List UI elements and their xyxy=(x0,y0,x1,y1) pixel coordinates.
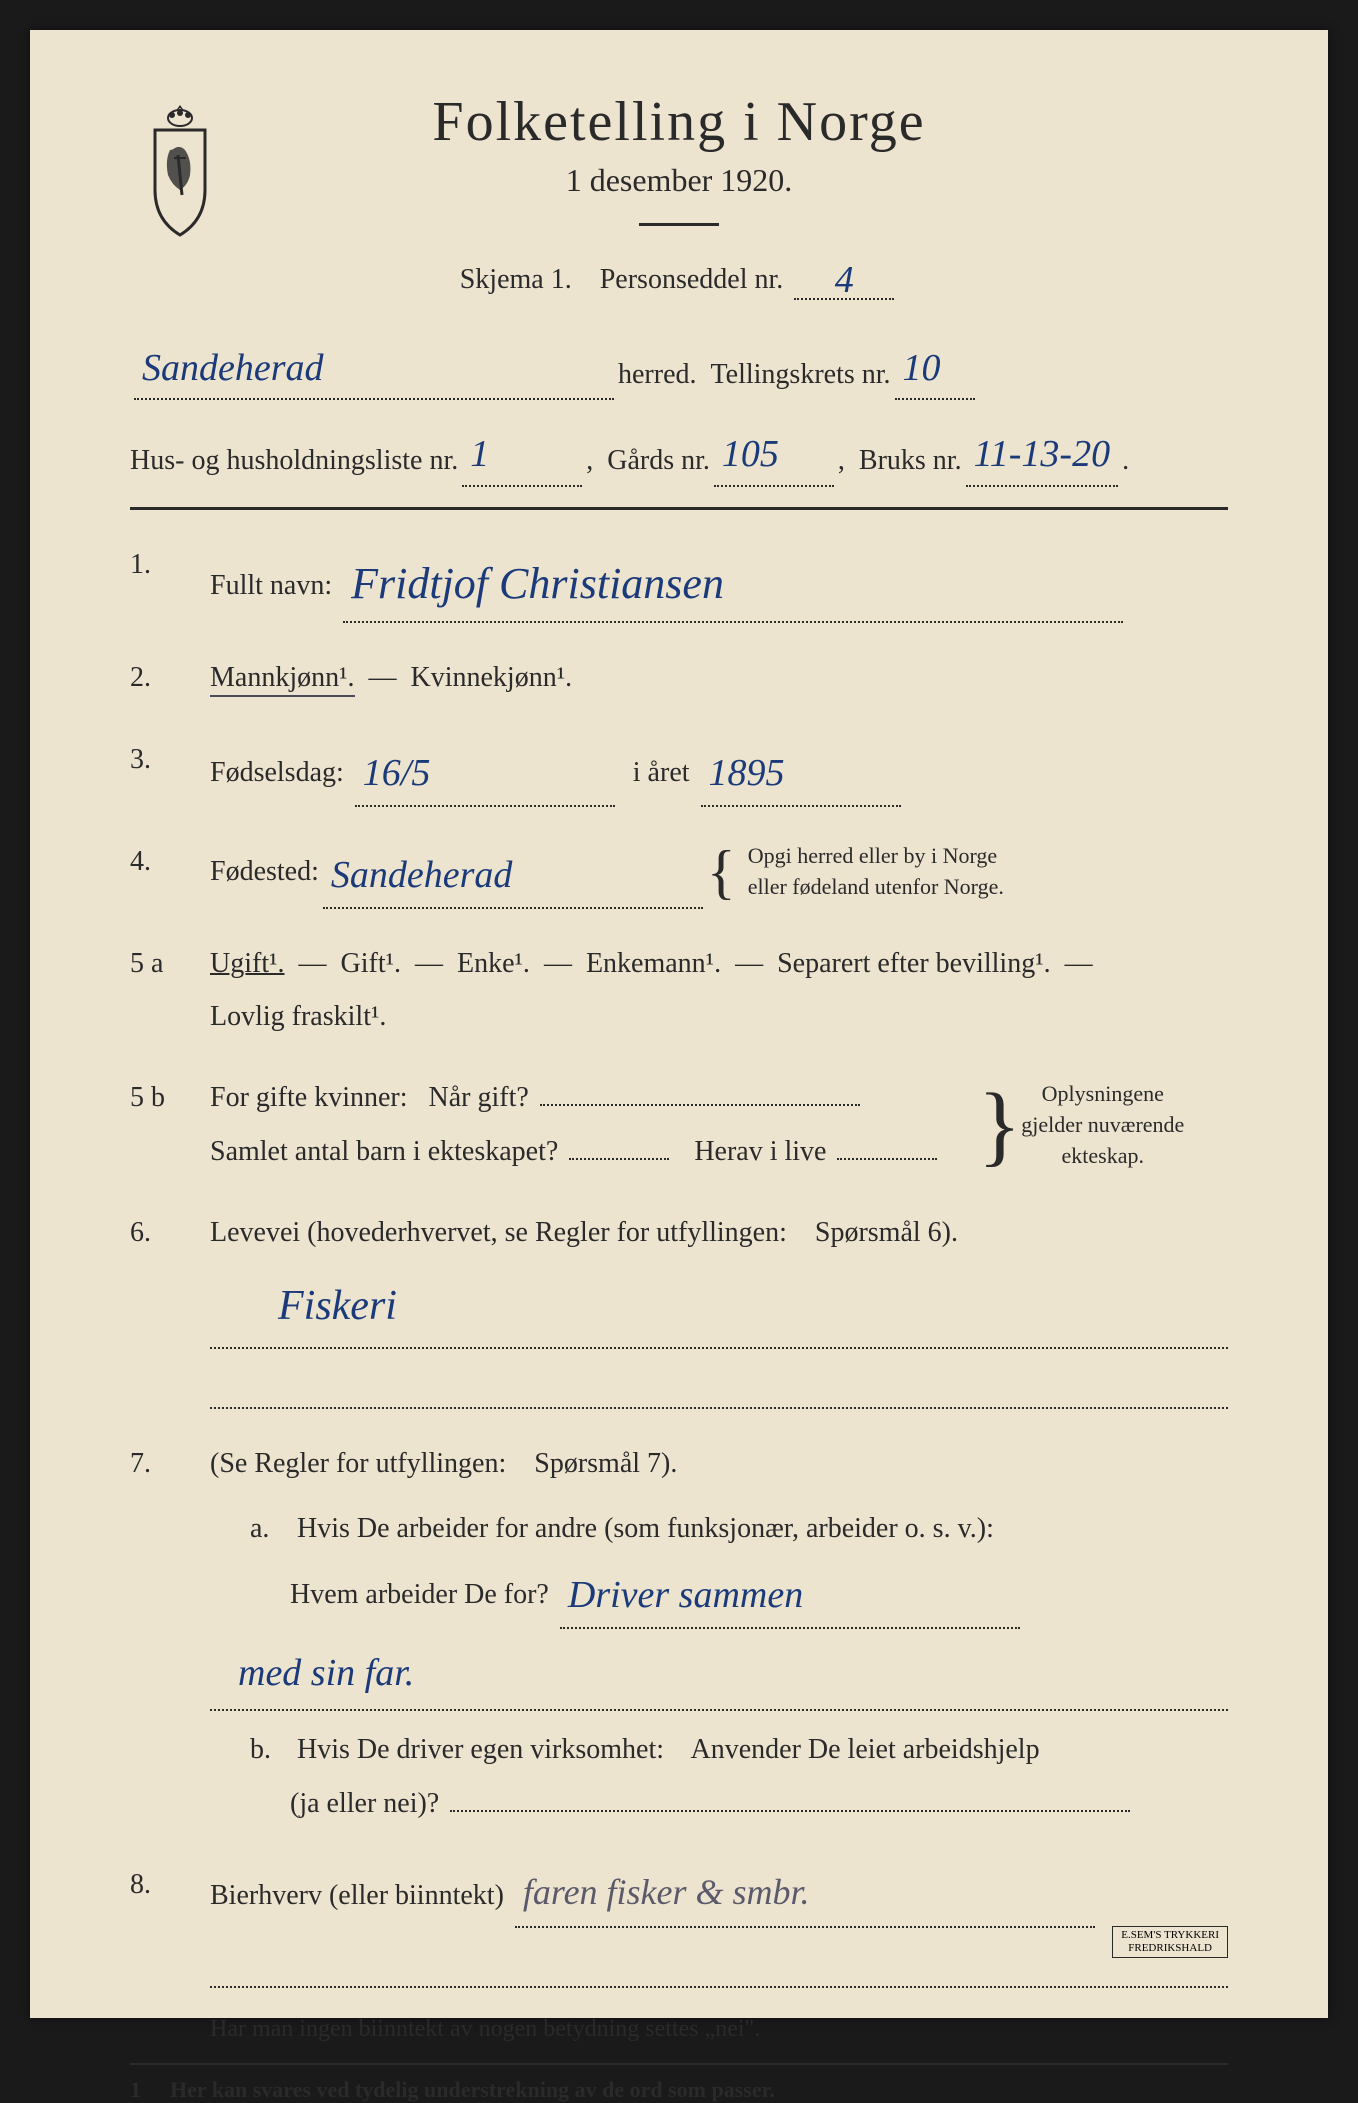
q5b-note-line1: Oplysningene xyxy=(1042,1081,1164,1106)
q2-separator: — xyxy=(369,662,397,693)
q6-label2: Spørsmål 6). xyxy=(815,1217,958,1248)
printer-stamp: E.SEM'S TRYKKERI FREDRIKSHALD xyxy=(1112,1926,1228,1958)
district-label: Tellingskrets nr. xyxy=(711,350,891,400)
question-5a: 5 a Ugift¹. — Gift¹. — Enke¹. — Enkemann… xyxy=(130,937,1228,1043)
question-7: 7. (Se Regler for utfyllingen: Spørsmål … xyxy=(130,1437,1228,1830)
form-header-line: Skjema 1. Personseddel nr. 4 xyxy=(130,254,1228,300)
document-header: Folketelling i Norge 1 desember 1920. Sk… xyxy=(130,90,1228,300)
q6-number: 6. xyxy=(130,1206,210,1409)
census-form-document: Folketelling i Norge 1 desember 1920. Sk… xyxy=(30,30,1328,2018)
q5a-opt6: Lovlig fraskilt¹. xyxy=(210,1001,386,1032)
q4-number: 4. xyxy=(130,835,210,909)
q3-label: Fødselsdag: xyxy=(210,757,344,788)
footer-note: Har man ingen biinntekt av nogen betydni… xyxy=(210,2016,1228,2043)
q7-label: (Se Regler for utfyllingen: xyxy=(210,1448,506,1479)
question-2: 2. Mannkjønn¹. — Kvinnekjønn¹. xyxy=(130,651,1228,704)
question-4: 4. Fødested: Sandeherad { Opgi herred el… xyxy=(130,835,1228,909)
q5a-opt4: Enkemann¹. xyxy=(586,948,721,979)
q7b-letter: b. xyxy=(250,1723,290,1776)
q6-label: Levevei (hovederhvervet, se Regler for u… xyxy=(210,1217,787,1248)
q7a-value-line2: med sin far. xyxy=(238,1652,414,1694)
q7-number: 7. xyxy=(130,1437,210,1830)
q4-note-line2: eller fødeland utenfor Norge. xyxy=(748,874,1004,899)
q7a-q: Hvem arbeider De for? xyxy=(290,1579,549,1610)
herred-value: Sandeherad xyxy=(142,347,324,389)
use-number-value: 11-13-20 xyxy=(974,433,1111,475)
slip-label: Personseddel nr. xyxy=(600,264,784,295)
q3-year-value: 1895 xyxy=(709,752,785,794)
farm-label: Gårds nr. xyxy=(607,436,710,486)
q5b-line1-q: Når gift? xyxy=(429,1082,529,1113)
q4-value: Sandeherad xyxy=(331,854,513,896)
question-5b: 5 b For gifte kvinner: Når gift? Samlet … xyxy=(130,1071,1228,1177)
q7a: a. Hvis De arbeider for andre (som funks… xyxy=(250,1502,1228,1712)
footnote-mark: 1 xyxy=(130,2077,170,2103)
use-label: Bruks nr. xyxy=(859,436,962,486)
herred-label: herred. xyxy=(618,350,697,400)
q3-day-value: 16/5 xyxy=(363,752,431,794)
q2-male-option: Mannkjønn¹. xyxy=(210,662,355,697)
q7a-letter: a. xyxy=(250,1502,290,1555)
q7-label2: Spørsmål 7). xyxy=(534,1448,677,1479)
q4-label: Fødested: xyxy=(210,845,319,898)
q7a-text: Hvis De arbeider for andre (som funksjon… xyxy=(297,1513,994,1544)
question-3: 3. Fødselsdag: 16/5 i året 1895 xyxy=(130,733,1228,807)
q1-number: 1. xyxy=(130,538,210,624)
q3-year-label: i året xyxy=(633,757,690,788)
printer-line2: FREDRIKSHALD xyxy=(1128,1942,1212,1954)
q4-note: Opgi herred eller by i Norge eller fødel… xyxy=(748,841,1004,903)
district-number-value: 10 xyxy=(903,347,941,389)
q5a-opt1: Ugift¹. xyxy=(210,948,285,979)
q3-number: 3. xyxy=(130,733,210,807)
farm-number-value: 105 xyxy=(722,433,779,475)
q6-value: Fiskeri xyxy=(278,1283,397,1329)
household-line: Hus- og husholdningsliste nr. 1 , Gårds … xyxy=(130,416,1228,486)
header-rule xyxy=(130,507,1228,510)
q7b-q: (ja eller nei)? xyxy=(290,1788,439,1819)
q8-value: faren fisker & smbr. xyxy=(523,1872,810,1912)
question-1: 1. Fullt navn: Fridtjof Christiansen xyxy=(130,538,1228,624)
printer-line1: E.SEM'S TRYKKERI xyxy=(1121,1929,1219,1941)
coat-of-arms-icon xyxy=(130,100,230,240)
q5b-number: 5 b xyxy=(130,1071,210,1177)
footnote: 1 Her kan svares ved tydelig understrekn… xyxy=(130,2077,1228,2103)
q5a-number: 5 a xyxy=(130,937,210,1043)
footnote-text: Her kan svares ved tydelig understreknin… xyxy=(170,2077,775,2103)
q5b-note-line2: gjelder nuværende xyxy=(1021,1112,1184,1137)
household-number-value: 1 xyxy=(470,433,489,475)
q8-label: Bierhverv (eller biinntekt) xyxy=(210,1880,504,1911)
q5a-opt5: Separert efter bevilling¹. xyxy=(777,948,1051,979)
document-subtitle: 1 desember 1920. xyxy=(130,162,1228,199)
q5b-line2-q2: Herav i live xyxy=(694,1136,826,1167)
slip-number-value: 4 xyxy=(835,259,854,301)
q4-note-line1: Opgi herred eller by i Norge xyxy=(748,843,997,868)
q1-label: Fullt navn: xyxy=(210,570,332,601)
q5b-line1-label: For gifte kvinner: xyxy=(210,1082,408,1113)
q8-number: 8. xyxy=(130,1858,210,1988)
q7b-text2: Anvender De leiet arbeidshjelp xyxy=(691,1734,1040,1765)
q2-female-option: Kvinnekjønn¹. xyxy=(411,662,573,693)
form-label: Skjema 1. xyxy=(460,264,572,295)
document-title: Folketelling i Norge xyxy=(130,90,1228,154)
q2-number: 2. xyxy=(130,651,210,704)
q7a-value-line1: Driver sammen xyxy=(568,1574,803,1616)
footnote-rule xyxy=(130,2063,1228,2065)
q7b: b. Hvis De driver egen virksomhet: Anven… xyxy=(250,1723,1228,1829)
title-divider xyxy=(639,223,719,226)
q5b-line2-q: Samlet antal barn i ekteskapet? xyxy=(210,1136,558,1167)
question-6: 6. Levevei (hovederhvervet, se Regler fo… xyxy=(130,1206,1228,1409)
q5b-note-line3: ekteskap. xyxy=(1062,1143,1144,1168)
question-8: 8. Bierhverv (eller biinntekt) faren fis… xyxy=(130,1858,1228,1988)
q5a-opt3: Enke¹. xyxy=(457,948,530,979)
household-label: Hus- og husholdningsliste nr. xyxy=(130,436,458,486)
q7b-text: Hvis De driver egen virksomhet: xyxy=(297,1734,664,1765)
q5b-side-note: } Oplysningene gjelder nuværende ekteska… xyxy=(978,1079,1228,1171)
herred-line: Sandeherad herred. Tellingskrets nr. 10 xyxy=(130,330,1228,400)
q5a-opt2: Gift¹. xyxy=(341,948,402,979)
q1-value: Fridtjof Christiansen xyxy=(351,559,724,608)
